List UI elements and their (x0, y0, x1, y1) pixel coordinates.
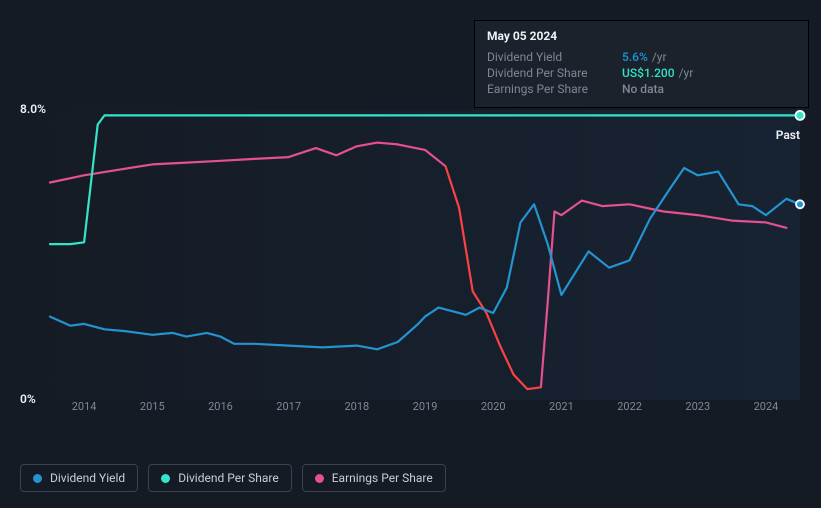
line-dividend-yield (50, 168, 800, 349)
legend-dot-icon (315, 474, 324, 483)
y-axis-max: 8.0% (20, 102, 46, 116)
series-end-marker (796, 111, 805, 120)
tooltip-row: Dividend Per ShareUS$1.200/yr (487, 65, 796, 81)
tooltip-key: Earnings Per Share (487, 82, 622, 96)
dividend-chart: 8.0% 0% Past 201420152016201720182019202… (20, 110, 800, 420)
legend-item[interactable]: Dividend Per Share (148, 464, 292, 492)
tooltip-unit: /yr (679, 66, 694, 80)
x-axis-tick: 2017 (255, 400, 323, 420)
line-earnings-per-share (541, 201, 787, 388)
line-earnings-per-share-danger (446, 166, 541, 389)
tooltip-value: US$1.200 (622, 66, 675, 80)
legend-label: Earnings Per Share (332, 471, 433, 485)
tooltip-row: Earnings Per ShareNo data (487, 81, 796, 97)
legend-item[interactable]: Earnings Per Share (302, 464, 446, 492)
legend-dot-icon (161, 474, 170, 483)
x-axis-tick: 2023 (664, 400, 732, 420)
x-axis-tick: 2019 (391, 400, 459, 420)
tooltip-date: May 05 2024 (487, 29, 796, 43)
x-axis-tick: 2018 (323, 400, 391, 420)
x-axis-tick: 2022 (596, 400, 664, 420)
x-axis-tick: 2014 (50, 400, 118, 420)
legend-dot-icon (33, 474, 42, 483)
line-dividend-per-share (50, 115, 800, 244)
x-axis-tick: 2015 (118, 400, 186, 420)
tooltip-value: No data (622, 82, 664, 96)
line-earnings-per-share (50, 143, 446, 183)
x-axis-tick: 2024 (732, 400, 800, 420)
chart-svg (50, 110, 800, 400)
x-axis: 2014201520162017201820192020202120222023… (50, 400, 800, 420)
tooltip-value: 5.6% (622, 50, 648, 64)
tooltip-key: Dividend Per Share (487, 66, 622, 80)
legend-item[interactable]: Dividend Yield (20, 464, 138, 492)
x-axis-tick: 2021 (527, 400, 595, 420)
tooltip-row: Dividend Yield5.6% /yr (487, 49, 796, 65)
legend-label: Dividend Per Share (178, 471, 279, 485)
chart-legend: Dividend Yield Dividend Per Share Earnings… (20, 464, 446, 492)
chart-tooltip: May 05 2024 Dividend Yield5.6%/yrDividen… (474, 20, 809, 108)
y-axis-min: 0% (20, 392, 36, 406)
x-axis-tick: 2016 (186, 400, 254, 420)
series-end-marker (796, 200, 804, 208)
x-axis-tick: 2020 (459, 400, 527, 420)
tooltip-unit: /yr (652, 50, 667, 64)
tooltip-key: Dividend Yield (487, 50, 622, 64)
legend-label: Dividend Yield (50, 471, 125, 485)
